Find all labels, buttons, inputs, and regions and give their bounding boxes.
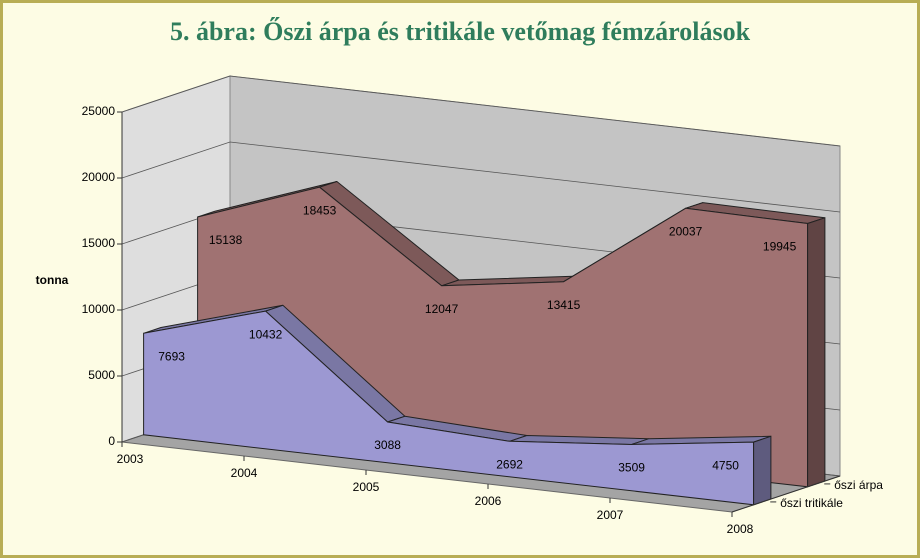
data-label: 2692 bbox=[496, 457, 523, 471]
x-tick-label: 2007 bbox=[597, 508, 624, 522]
y-tick-label: 25000 bbox=[82, 104, 116, 118]
y-tick-label: 5000 bbox=[88, 368, 115, 382]
data-label: 7693 bbox=[158, 349, 185, 363]
chart-title: 5. ábra: Őszi árpa és tritikále vetőmag … bbox=[170, 17, 751, 46]
grid-line bbox=[121, 141, 841, 213]
data-label: 10432 bbox=[249, 327, 283, 341]
y-tick-label: 20000 bbox=[82, 170, 116, 184]
data-label: 13415 bbox=[547, 298, 581, 312]
data-label: 15138 bbox=[209, 233, 243, 247]
y-axis-label: tonna bbox=[36, 273, 69, 287]
data-label: 20037 bbox=[669, 224, 703, 238]
depth-axis-label: őszi tritikále bbox=[780, 496, 843, 510]
area-side-face bbox=[753, 435, 772, 506]
data-label: 3088 bbox=[374, 438, 401, 452]
depth-axis-label: őszi árpa bbox=[834, 478, 883, 492]
x-tick-label: 2004 bbox=[231, 466, 258, 480]
area-side-face bbox=[807, 217, 826, 488]
y-tick-label: 15000 bbox=[82, 236, 116, 250]
data-label: 12047 bbox=[425, 302, 459, 316]
depth-axis bbox=[731, 475, 841, 513]
data-label: 4750 bbox=[712, 458, 739, 472]
grid-line bbox=[121, 75, 841, 147]
data-label: 3509 bbox=[618, 461, 645, 475]
data-label: 18453 bbox=[303, 203, 337, 217]
x-tick-label: 2005 bbox=[353, 480, 380, 494]
x-tick-label: 2008 bbox=[727, 522, 754, 536]
x-tick-label: 2006 bbox=[475, 494, 502, 508]
area bbox=[143, 310, 755, 506]
x-tick-label: 2003 bbox=[117, 452, 144, 466]
y-tick-label: 0 bbox=[108, 434, 115, 448]
data-label: 19945 bbox=[763, 240, 797, 254]
y-tick-label: 10000 bbox=[82, 302, 116, 316]
